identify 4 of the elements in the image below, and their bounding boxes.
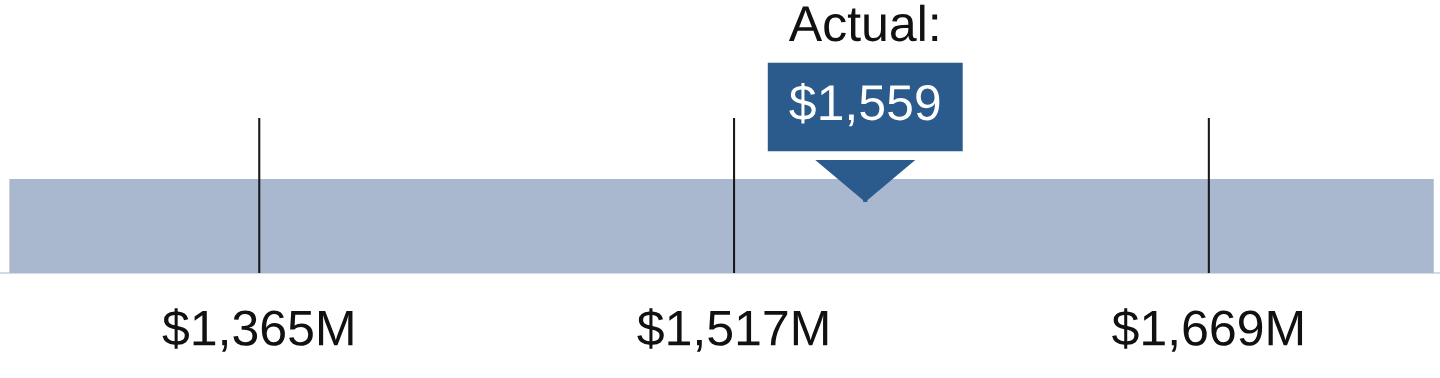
- x-tick-label: $1,669M: [1112, 308, 1303, 352]
- ref-line-label: Actual: $1,559: [788, 4, 940, 127]
- x-tick-label: $1,517M: [637, 308, 828, 352]
- x-tick-label: $1,365M: [162, 308, 353, 352]
